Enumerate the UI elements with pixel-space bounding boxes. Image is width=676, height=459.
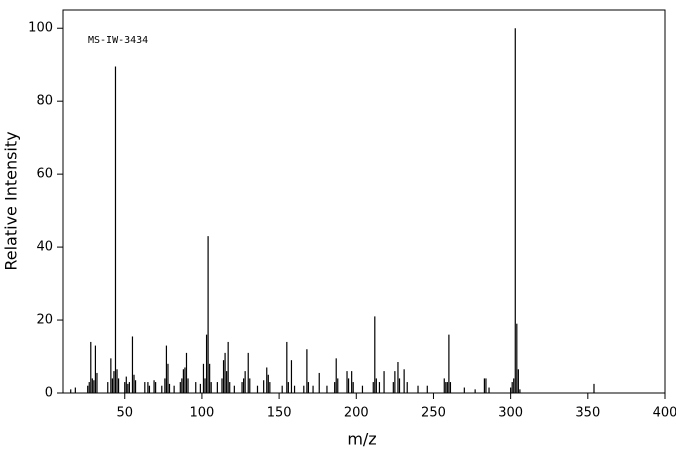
x-tick-label: 50 (116, 406, 133, 421)
x-tick-label: 100 (190, 406, 215, 421)
y-tick-label: 0 (45, 386, 53, 401)
y-tick-label: 100 (28, 21, 53, 36)
x-tick-label: 200 (344, 406, 369, 421)
y-axis-label: Relative Intensity (2, 131, 21, 270)
y-tick-label: 40 (36, 240, 53, 255)
x-tick-label: 250 (421, 406, 446, 421)
x-axis-label: m/z (347, 430, 376, 449)
y-tick-label: 60 (36, 167, 53, 182)
annotation: MS-IW-3434 (88, 35, 148, 46)
x-tick-label: 150 (267, 406, 292, 421)
x-tick-label: 300 (498, 406, 523, 421)
plot-frame (62, 9, 666, 394)
y-tick-label: 80 (36, 94, 53, 109)
y-tick-label: 20 (36, 313, 53, 328)
x-tick-label: 400 (653, 406, 676, 421)
x-tick-label: 350 (575, 406, 600, 421)
